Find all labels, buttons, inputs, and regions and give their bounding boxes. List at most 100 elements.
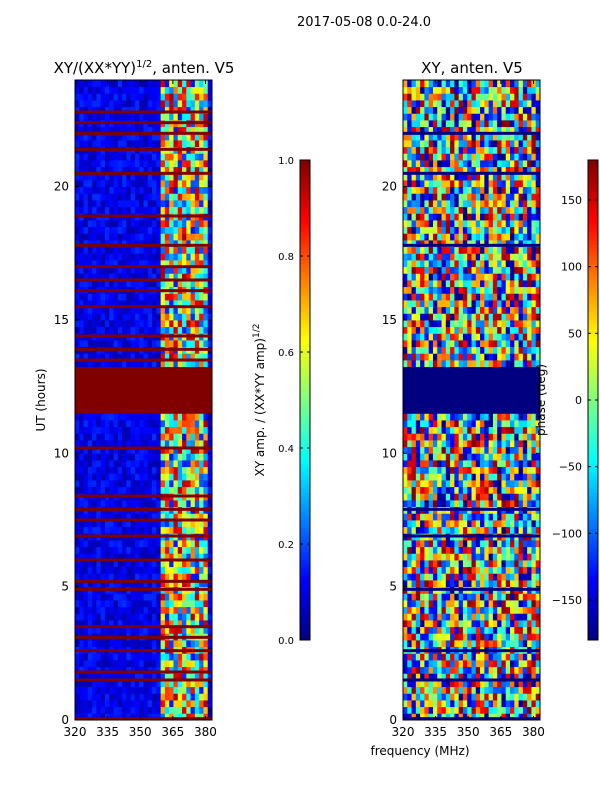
heatmap-cell bbox=[203, 106, 209, 114]
heatmap-cell bbox=[160, 466, 166, 474]
heatmap-cell bbox=[160, 200, 166, 208]
heatmap-cell bbox=[190, 426, 196, 434]
heatmap-cell bbox=[505, 473, 511, 481]
heatmap-cell bbox=[182, 426, 187, 434]
heatmap-cell bbox=[505, 520, 511, 528]
heatmap-cell bbox=[186, 520, 191, 528]
heatmap-cell bbox=[445, 526, 451, 534]
heatmap-cell bbox=[96, 373, 102, 381]
heatmap-cell bbox=[160, 713, 166, 721]
heatmap-cell bbox=[104, 673, 110, 681]
heatmap-cell bbox=[514, 620, 519, 628]
heatmap-cell bbox=[100, 520, 106, 528]
heatmap-cell bbox=[510, 480, 515, 488]
heatmap-cell bbox=[488, 453, 494, 461]
heatmap-cell bbox=[207, 313, 213, 321]
heatmap-cell bbox=[488, 400, 494, 408]
heatmap-cell bbox=[450, 386, 455, 394]
heatmap-cell bbox=[130, 153, 136, 161]
heatmap-cell bbox=[488, 386, 494, 394]
heatmap-cell bbox=[177, 613, 183, 621]
heatmap-cell bbox=[480, 700, 485, 708]
heatmap-cell bbox=[411, 706, 417, 714]
heatmap-cell bbox=[203, 540, 209, 548]
heatmap-cell bbox=[100, 386, 106, 394]
heatmap-cell bbox=[207, 473, 213, 481]
saturated-row bbox=[75, 171, 212, 175]
colorbar-segment bbox=[300, 384, 310, 389]
heatmap-cell bbox=[492, 580, 498, 588]
heatmap-cell bbox=[467, 706, 472, 714]
heatmap-cell bbox=[182, 240, 187, 248]
heatmap-cell bbox=[152, 380, 157, 388]
heatmap-cell bbox=[199, 473, 204, 481]
heatmap-cell bbox=[415, 406, 421, 414]
heatmap-cell bbox=[96, 306, 102, 314]
heatmap-cell bbox=[462, 600, 468, 608]
heatmap-cell bbox=[164, 386, 170, 394]
heatmap-cell bbox=[83, 200, 89, 208]
heatmap-cell bbox=[480, 546, 485, 554]
heatmap-cell bbox=[190, 406, 196, 414]
heatmap-cell bbox=[113, 380, 119, 388]
heatmap-cell bbox=[139, 106, 144, 114]
heatmap-cell bbox=[437, 380, 442, 388]
heatmap-cell bbox=[450, 686, 455, 694]
saturated-row bbox=[75, 334, 212, 338]
heatmap-cell bbox=[147, 100, 153, 108]
heatmap-cell bbox=[403, 600, 408, 608]
heatmap-cell bbox=[139, 613, 144, 621]
heatmap-cell bbox=[143, 526, 149, 534]
heatmap-cell bbox=[450, 526, 455, 534]
heatmap-cell bbox=[173, 673, 179, 681]
heatmap-cell bbox=[83, 413, 89, 421]
heatmap-cell bbox=[139, 706, 144, 714]
heatmap-cell bbox=[194, 266, 200, 274]
heatmap-cell bbox=[152, 673, 157, 681]
heatmap-cell bbox=[117, 560, 123, 568]
heatmap-cell bbox=[96, 126, 102, 134]
heatmap-cell bbox=[484, 633, 490, 641]
heatmap-cell bbox=[126, 126, 132, 134]
heatmap-cell bbox=[109, 706, 114, 714]
saturated-row bbox=[75, 579, 212, 583]
heatmap-cell bbox=[420, 520, 425, 528]
heatmap-cell bbox=[104, 113, 110, 121]
heatmap-cell bbox=[428, 593, 434, 601]
heatmap-cell bbox=[480, 406, 485, 414]
colorbar-segment bbox=[300, 244, 310, 249]
heatmap-cell bbox=[199, 660, 204, 668]
heatmap-cell bbox=[441, 526, 447, 534]
heatmap-cell bbox=[505, 366, 511, 374]
heatmap-cell bbox=[122, 180, 127, 188]
colorbar-segment bbox=[300, 508, 310, 513]
heatmap-cell bbox=[424, 460, 430, 468]
heatmap-cell bbox=[407, 453, 412, 461]
heatmap-cell bbox=[186, 606, 191, 614]
heatmap-cell bbox=[182, 546, 187, 554]
heatmap-cell bbox=[96, 626, 102, 634]
heatmap-cell bbox=[156, 253, 162, 261]
heatmap-cell bbox=[130, 406, 136, 414]
heatmap-cell bbox=[160, 166, 166, 174]
heatmap-cell bbox=[522, 686, 528, 694]
heatmap-cell bbox=[501, 513, 507, 521]
heatmap-cell bbox=[173, 560, 179, 568]
heatmap-cell bbox=[190, 340, 196, 348]
heatmap-cell bbox=[437, 546, 442, 554]
heatmap-cell bbox=[531, 540, 537, 548]
heatmap-cell bbox=[130, 93, 136, 101]
heatmap-cell bbox=[96, 253, 102, 261]
heatmap-cell bbox=[147, 113, 153, 121]
heatmap-cell bbox=[194, 460, 200, 468]
heatmap-cell bbox=[403, 540, 408, 548]
heatmap-cell bbox=[143, 133, 149, 141]
heatmap-cell bbox=[488, 486, 494, 494]
heatmap-cell bbox=[160, 413, 166, 421]
heatmap-cell bbox=[126, 526, 132, 534]
heatmap-cell bbox=[117, 166, 123, 174]
colorbar-segment bbox=[300, 500, 310, 505]
heatmap-cell bbox=[441, 480, 447, 488]
heatmap-cell bbox=[87, 393, 93, 401]
heatmap-cell bbox=[471, 486, 477, 494]
